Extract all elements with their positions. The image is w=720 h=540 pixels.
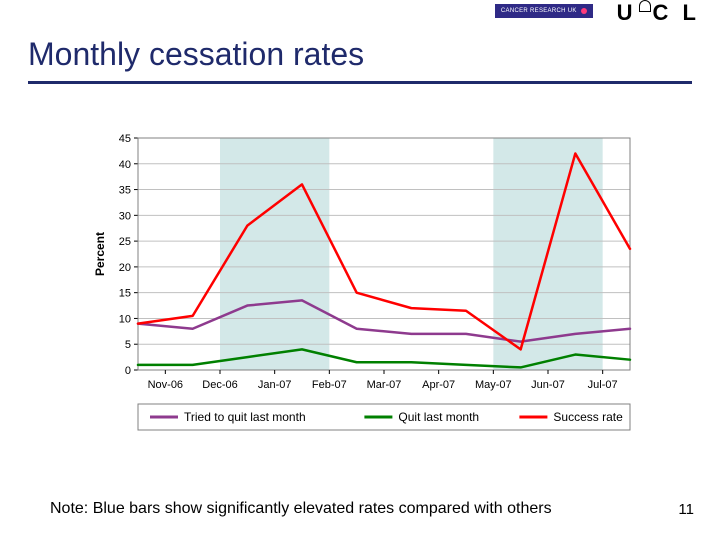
x-tick-label: Jan-07 <box>258 379 292 391</box>
x-tick-label: May-07 <box>475 379 512 391</box>
x-tick-label: Jul-07 <box>588 379 618 391</box>
y-tick-label: 40 <box>119 159 131 171</box>
y-tick-label: 5 <box>125 339 131 351</box>
y-tick-label: 30 <box>119 210 131 222</box>
y-tick-label: 25 <box>119 236 131 248</box>
ucl-logo: UC L <box>617 0 700 26</box>
x-tick-label: Nov-06 <box>148 379 183 391</box>
x-tick-label: Feb-07 <box>312 379 347 391</box>
x-tick-label: Dec-06 <box>202 379 237 391</box>
ucl-dome-icon <box>639 0 651 12</box>
y-tick-label: 0 <box>125 365 131 377</box>
y-axis-label: Percent <box>93 232 107 276</box>
y-tick-label: 15 <box>119 288 131 300</box>
x-tick-label: Apr-07 <box>422 379 455 391</box>
cruk-logo-text: CANCER RESEARCH UK <box>501 8 577 14</box>
legend-label: Success rate <box>553 410 623 424</box>
title-underline <box>28 81 692 84</box>
page-number: 11 <box>678 501 694 518</box>
x-tick-label: Mar-07 <box>367 379 402 391</box>
chart-note: Note: Blue bars show significantly eleva… <box>50 500 552 518</box>
y-tick-label: 35 <box>119 185 131 197</box>
y-tick-label: 45 <box>119 133 131 145</box>
cruk-logo: CANCER RESEARCH UK <box>495 4 593 18</box>
highlight-band <box>220 138 329 370</box>
x-tick-label: Jun-07 <box>531 379 565 391</box>
cruk-logo-dot <box>581 8 587 14</box>
chart-svg: 0 5 10 15 20 25 30 35 40 45 Percent Nov-06 Dec-06 Jan… <box>90 130 640 440</box>
y-tick-label: 10 <box>119 313 131 325</box>
page-title: Monthly cessation rates <box>28 36 692 73</box>
legend-label: Quit last month <box>398 410 479 424</box>
cessation-chart: 0 5 10 15 20 25 30 35 40 45 Percent Nov-06 Dec-06 Jan… <box>90 130 640 440</box>
legend-label: Tried to quit last month <box>184 410 306 424</box>
y-tick-label: 20 <box>119 262 131 274</box>
